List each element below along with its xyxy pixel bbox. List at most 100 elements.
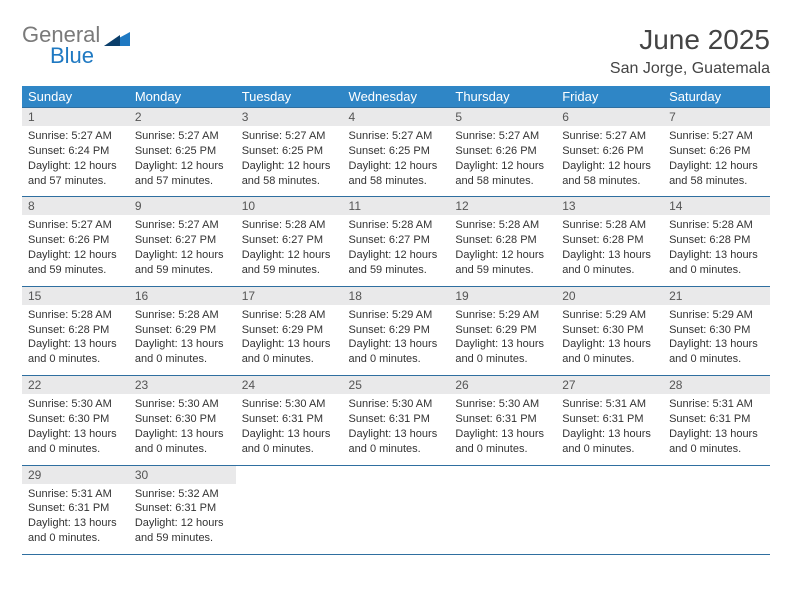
day-line: Daylight: 13 hours <box>669 337 764 352</box>
day-content: Sunrise: 5:27 AMSunset: 6:26 PMDaylight:… <box>449 126 556 196</box>
day-line: and 57 minutes. <box>135 174 230 189</box>
weekday-header: Sunday <box>22 86 129 108</box>
day-line: Daylight: 12 hours <box>349 248 444 263</box>
day-line: Sunrise: 5:30 AM <box>349 397 444 412</box>
day-content: Sunrise: 5:31 AMSunset: 6:31 PMDaylight:… <box>663 394 770 464</box>
day-line: Sunset: 6:25 PM <box>242 144 337 159</box>
day-content: Sunrise: 5:31 AMSunset: 6:31 PMDaylight:… <box>556 394 663 464</box>
day-line: Sunrise: 5:30 AM <box>455 397 550 412</box>
weekday-header-row: Sunday Monday Tuesday Wednesday Thursday… <box>22 86 770 108</box>
day-line: Sunset: 6:30 PM <box>669 323 764 338</box>
day-number: 26 <box>449 376 556 394</box>
calendar-cell <box>343 465 450 554</box>
day-line: and 0 minutes. <box>242 352 337 367</box>
day-content: Sunrise: 5:27 AMSunset: 6:26 PMDaylight:… <box>663 126 770 196</box>
calendar-cell: 12Sunrise: 5:28 AMSunset: 6:28 PMDayligh… <box>449 197 556 286</box>
day-line: Sunrise: 5:27 AM <box>135 129 230 144</box>
calendar-week-row: 1Sunrise: 5:27 AMSunset: 6:24 PMDaylight… <box>22 108 770 197</box>
day-content: Sunrise: 5:32 AMSunset: 6:31 PMDaylight:… <box>129 484 236 554</box>
day-content: Sunrise: 5:28 AMSunset: 6:29 PMDaylight:… <box>236 305 343 375</box>
day-line: and 0 minutes. <box>28 442 123 457</box>
title-block: June 2025 San Jorge, Guatemala <box>610 24 770 78</box>
calendar-cell: 30Sunrise: 5:32 AMSunset: 6:31 PMDayligh… <box>129 465 236 554</box>
day-number: 2 <box>129 108 236 126</box>
calendar-cell: 28Sunrise: 5:31 AMSunset: 6:31 PMDayligh… <box>663 376 770 465</box>
calendar-cell: 1Sunrise: 5:27 AMSunset: 6:24 PMDaylight… <box>22 108 129 197</box>
day-line: Sunset: 6:27 PM <box>349 233 444 248</box>
day-line: Sunset: 6:29 PM <box>349 323 444 338</box>
day-number: 23 <box>129 376 236 394</box>
day-line: and 0 minutes. <box>242 442 337 457</box>
month-title: June 2025 <box>610 24 770 56</box>
day-line: Sunset: 6:25 PM <box>349 144 444 159</box>
weekday-header: Monday <box>129 86 236 108</box>
day-line: and 0 minutes. <box>28 352 123 367</box>
calendar-cell: 16Sunrise: 5:28 AMSunset: 6:29 PMDayligh… <box>129 286 236 375</box>
day-line: Sunset: 6:30 PM <box>135 412 230 427</box>
location: San Jorge, Guatemala <box>610 60 770 78</box>
day-line: Sunrise: 5:29 AM <box>562 308 657 323</box>
day-line: Sunset: 6:31 PM <box>135 501 230 516</box>
calendar-cell: 19Sunrise: 5:29 AMSunset: 6:29 PMDayligh… <box>449 286 556 375</box>
calendar-cell: 3Sunrise: 5:27 AMSunset: 6:25 PMDaylight… <box>236 108 343 197</box>
day-number: 14 <box>663 197 770 215</box>
day-line: Daylight: 13 hours <box>669 427 764 442</box>
day-number: 29 <box>22 466 129 484</box>
day-line: Sunset: 6:26 PM <box>669 144 764 159</box>
calendar-cell: 5Sunrise: 5:27 AMSunset: 6:26 PMDaylight… <box>449 108 556 197</box>
day-line: Sunrise: 5:32 AM <box>135 487 230 502</box>
calendar-cell: 24Sunrise: 5:30 AMSunset: 6:31 PMDayligh… <box>236 376 343 465</box>
day-number: 12 <box>449 197 556 215</box>
day-line: and 58 minutes. <box>562 174 657 189</box>
day-number: 15 <box>22 287 129 305</box>
day-number: 5 <box>449 108 556 126</box>
day-line: and 58 minutes. <box>455 174 550 189</box>
day-line: Daylight: 13 hours <box>455 427 550 442</box>
day-line: Daylight: 13 hours <box>349 337 444 352</box>
day-line: Daylight: 13 hours <box>242 337 337 352</box>
calendar-cell: 20Sunrise: 5:29 AMSunset: 6:30 PMDayligh… <box>556 286 663 375</box>
day-content: Sunrise: 5:27 AMSunset: 6:25 PMDaylight:… <box>236 126 343 196</box>
day-line: Sunrise: 5:27 AM <box>28 218 123 233</box>
day-line: and 0 minutes. <box>28 531 123 546</box>
day-line: Daylight: 13 hours <box>562 337 657 352</box>
day-line: Daylight: 13 hours <box>135 427 230 442</box>
calendar-table: Sunday Monday Tuesday Wednesday Thursday… <box>22 86 770 555</box>
day-line: Sunset: 6:31 PM <box>669 412 764 427</box>
day-line: and 59 minutes. <box>242 263 337 278</box>
day-line: Sunrise: 5:27 AM <box>455 129 550 144</box>
day-line: Sunrise: 5:30 AM <box>242 397 337 412</box>
day-number: 28 <box>663 376 770 394</box>
day-line: Sunrise: 5:30 AM <box>28 397 123 412</box>
calendar-cell: 17Sunrise: 5:28 AMSunset: 6:29 PMDayligh… <box>236 286 343 375</box>
day-line: Sunset: 6:31 PM <box>28 501 123 516</box>
day-content: Sunrise: 5:30 AMSunset: 6:31 PMDaylight:… <box>236 394 343 464</box>
calendar-cell: 11Sunrise: 5:28 AMSunset: 6:27 PMDayligh… <box>343 197 450 286</box>
logo: General Blue <box>22 24 130 67</box>
day-line: Daylight: 12 hours <box>242 248 337 263</box>
day-number: 13 <box>556 197 663 215</box>
day-line: and 59 minutes. <box>455 263 550 278</box>
day-number: 4 <box>343 108 450 126</box>
day-line: Daylight: 13 hours <box>28 337 123 352</box>
day-line: Daylight: 13 hours <box>349 427 444 442</box>
day-line: Sunrise: 5:31 AM <box>669 397 764 412</box>
day-line: Sunset: 6:30 PM <box>562 323 657 338</box>
calendar-cell <box>556 465 663 554</box>
day-line: Sunset: 6:26 PM <box>455 144 550 159</box>
day-line: and 0 minutes. <box>135 442 230 457</box>
calendar-cell <box>236 465 343 554</box>
day-content: Sunrise: 5:27 AMSunset: 6:25 PMDaylight:… <box>129 126 236 196</box>
day-line: and 0 minutes. <box>669 263 764 278</box>
day-line: Sunrise: 5:31 AM <box>562 397 657 412</box>
day-line: and 0 minutes. <box>562 442 657 457</box>
day-line: and 0 minutes. <box>455 442 550 457</box>
day-content: Sunrise: 5:29 AMSunset: 6:30 PMDaylight:… <box>663 305 770 375</box>
day-line: Daylight: 12 hours <box>349 159 444 174</box>
day-line: and 0 minutes. <box>349 352 444 367</box>
day-line: Daylight: 12 hours <box>455 159 550 174</box>
day-line: and 0 minutes. <box>669 442 764 457</box>
day-content: Sunrise: 5:28 AMSunset: 6:29 PMDaylight:… <box>129 305 236 375</box>
day-number: 6 <box>556 108 663 126</box>
calendar-cell: 2Sunrise: 5:27 AMSunset: 6:25 PMDaylight… <box>129 108 236 197</box>
